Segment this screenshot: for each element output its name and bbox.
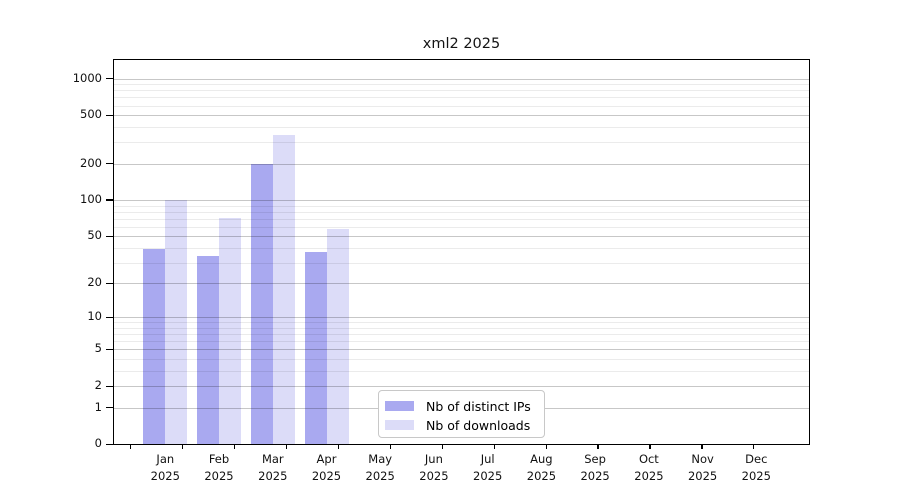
y-tick bbox=[106, 162, 114, 165]
gridline-minor bbox=[114, 359, 810, 361]
gridline-major bbox=[114, 236, 810, 238]
x-tick-label-nov: Nov 2025 bbox=[687, 451, 718, 483]
bar-distinct-ips-jan bbox=[143, 249, 166, 445]
y-tick-label: 10 bbox=[87, 309, 102, 324]
x-tick bbox=[233, 444, 235, 450]
x-tick bbox=[181, 444, 183, 450]
bar-distinct-ips-feb bbox=[197, 256, 219, 445]
x-tick-label-may: May 2025 bbox=[365, 451, 395, 483]
x-tick-label-jan: Jan 2025 bbox=[150, 451, 180, 483]
y-tick bbox=[106, 199, 114, 201]
bar-downloads-feb bbox=[219, 217, 241, 445]
x-tick-label-feb: Feb 2025 bbox=[204, 451, 234, 483]
gridline-minor bbox=[114, 226, 810, 228]
chart-title: xml2 2025 bbox=[422, 36, 501, 52]
y-tick-label: 200 bbox=[80, 155, 102, 170]
y-tick bbox=[106, 316, 114, 319]
gridline-minor bbox=[114, 84, 810, 86]
legend-swatch-distinct-ips-icon bbox=[385, 401, 414, 411]
y-tick bbox=[106, 282, 114, 284]
legend-label-downloads: Nb of downloads bbox=[426, 417, 531, 433]
x-tick-label-oct: Oct 2025 bbox=[634, 451, 664, 483]
bar-downloads-jan bbox=[165, 200, 188, 445]
gridline-minor bbox=[114, 341, 810, 343]
x-tick bbox=[597, 444, 599, 450]
legend-item-distinct-ips: Nb of distinct IPs bbox=[385, 397, 544, 415]
y-tick-label: 1000 bbox=[72, 70, 102, 85]
gridline-minor bbox=[114, 90, 810, 92]
x-tick-label-jun: Jun 2025 bbox=[419, 451, 449, 483]
gridline-minor bbox=[114, 334, 810, 336]
x-tick bbox=[285, 444, 287, 450]
gridline-major bbox=[114, 283, 810, 285]
gridline-minor bbox=[114, 218, 810, 220]
y-tick-label: 1 bbox=[94, 399, 102, 414]
x-tick bbox=[701, 444, 703, 450]
y-tick-label: 2 bbox=[94, 378, 102, 393]
x-tick bbox=[493, 444, 495, 450]
x-tick bbox=[545, 444, 547, 450]
y-tick bbox=[106, 114, 114, 116]
y-tick-label: 5 bbox=[94, 341, 102, 356]
bar-downloads-apr bbox=[326, 229, 349, 445]
bar-downloads-mar bbox=[272, 134, 295, 445]
gridline-minor bbox=[114, 322, 810, 324]
gridline-minor bbox=[114, 370, 810, 372]
gridline-major bbox=[114, 317, 810, 319]
y-tick-label: 20 bbox=[87, 275, 102, 290]
y-tick bbox=[106, 443, 114, 445]
gridline-major bbox=[114, 78, 810, 80]
y-tick bbox=[106, 407, 114, 409]
x-tick-label-mar: Mar 2025 bbox=[258, 451, 288, 483]
bar-distinct-ips-mar bbox=[250, 163, 273, 445]
x-tick bbox=[129, 444, 131, 450]
gridline-major bbox=[114, 200, 810, 201]
gridline-major bbox=[114, 115, 810, 117]
gridline-major bbox=[114, 386, 810, 388]
y-tick-label: 0 bbox=[94, 436, 102, 451]
x-tick bbox=[753, 444, 755, 450]
gridline-major bbox=[114, 163, 810, 165]
bar-distinct-ips-apr bbox=[304, 251, 327, 445]
y-tick bbox=[106, 235, 114, 237]
x-tick-label-aug: Aug 2025 bbox=[526, 451, 557, 483]
legend: Nb of distinct IPs Nb of downloads bbox=[378, 390, 545, 438]
legend-label-distinct-ips: Nb of distinct IPs bbox=[426, 398, 531, 414]
x-tick bbox=[441, 444, 443, 450]
gridline-minor bbox=[114, 328, 810, 329]
gridline-major bbox=[114, 349, 810, 351]
x-tick bbox=[649, 444, 651, 450]
gridline-minor bbox=[114, 142, 810, 144]
y-tick-label: 50 bbox=[87, 228, 102, 243]
gridline-minor bbox=[114, 127, 810, 128]
y-tick bbox=[106, 385, 114, 387]
y-tick bbox=[106, 348, 114, 351]
legend-swatch-downloads-icon bbox=[385, 420, 414, 430]
gridline-minor bbox=[114, 105, 810, 107]
y-tick-label: 500 bbox=[80, 107, 102, 122]
x-tick bbox=[389, 444, 391, 450]
x-tick-label-apr: Apr 2025 bbox=[311, 451, 342, 483]
y-tick-label: 100 bbox=[80, 192, 102, 206]
gridline-minor bbox=[114, 205, 810, 207]
gridline-minor bbox=[114, 211, 810, 213]
x-tick-label-dec: Dec 2025 bbox=[741, 451, 771, 483]
x-tick-label-sep: Sep 2025 bbox=[580, 451, 610, 483]
y-tick bbox=[106, 77, 114, 80]
gridline-minor bbox=[114, 97, 810, 99]
legend-item-downloads: Nb of downloads bbox=[385, 416, 544, 434]
gridline-minor bbox=[114, 262, 810, 264]
x-tick bbox=[337, 444, 339, 450]
x-tick-label-jul: Jul 2025 bbox=[473, 451, 503, 483]
gridline-minor bbox=[114, 247, 810, 249]
